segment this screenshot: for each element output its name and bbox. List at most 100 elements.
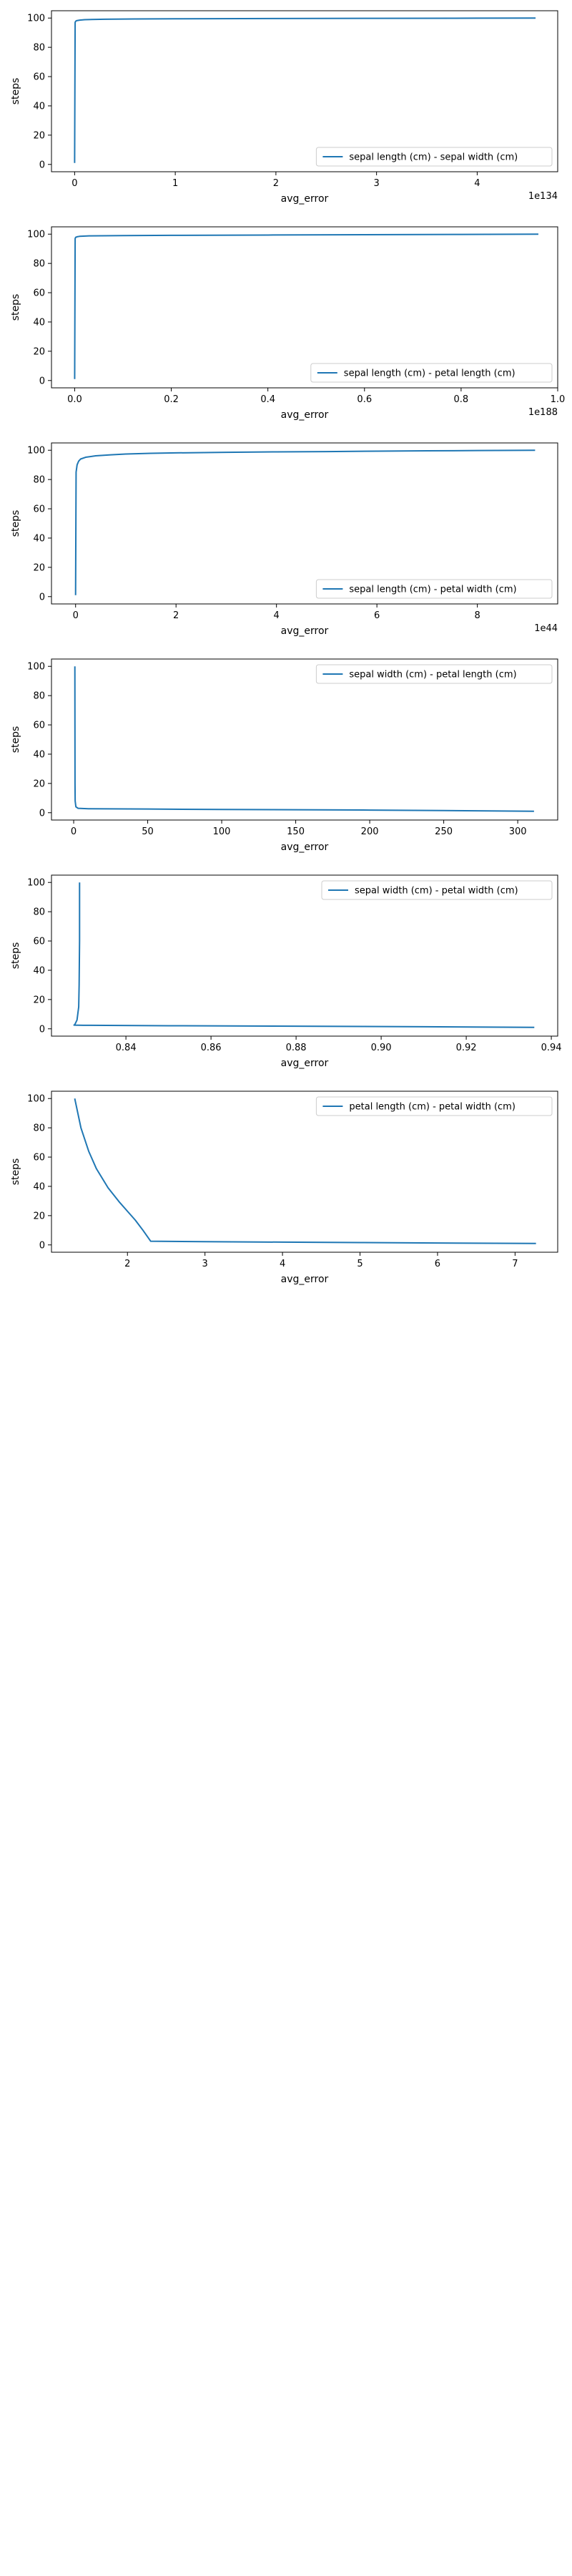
y-tick-label: 0 [39, 376, 45, 386]
y-tick-label: 60 [33, 1153, 45, 1163]
x-tick-label: 1.0 [551, 394, 566, 405]
y-tick-label: 80 [33, 907, 45, 918]
plot-frame [51, 226, 558, 389]
y-axis-label: steps [10, 294, 21, 321]
x-tick-label: 4 [274, 610, 280, 621]
y-tick-label: 40 [33, 1181, 45, 1192]
x-tick-label: 0.6 [357, 394, 372, 405]
y-tick-label: 100 [27, 1094, 45, 1105]
legend: sepal length (cm) - petal width (cm) [315, 579, 553, 599]
y-tick-label: 40 [33, 317, 45, 328]
x-tick-label: 0.94 [541, 1043, 562, 1053]
legend-box [315, 579, 553, 599]
x-tick-label: 150 [287, 826, 305, 837]
x-tick-label: 5 [357, 1259, 363, 1269]
y-tick-label: 0 [39, 592, 45, 602]
series-line [74, 17, 536, 163]
plot-frame [51, 442, 558, 605]
y-tick-label: 60 [33, 288, 45, 299]
legend-entry-label: sepal width (cm) - petal length (cm) [349, 670, 516, 680]
series-line [74, 666, 534, 812]
x-tick-label: 8 [474, 610, 480, 621]
x-tick-label: 2 [124, 1259, 130, 1269]
chart-panel-2: 0.0 0.2 0.4 0.6 0.8 1.0 0 20 40 60 80 100 avg_error s… [10, 226, 566, 421]
y-tick-label: 20 [33, 562, 45, 573]
y-tick-label: 0 [39, 160, 45, 170]
y-tick-label: 80 [33, 259, 45, 270]
y-tick-label: 0 [39, 808, 45, 819]
x-tick-label: 2 [273, 178, 279, 189]
y-axis-label: steps [10, 510, 21, 537]
y-axis-label: steps [10, 942, 21, 970]
x-axis-label: avg_error [281, 193, 329, 205]
x-tick-label: 4 [474, 178, 480, 189]
y-tick-label: 40 [33, 965, 45, 976]
x-tick-label: 0.2 [164, 394, 179, 405]
chart-panel-5: 0.84 0.86 0.88 0.90 0.92 0.94 0 20 40 60 80 100 avg_… [10, 874, 562, 1069]
legend-box [321, 880, 553, 900]
x-tick-label: 200 [361, 826, 379, 837]
y-tick-label: 60 [33, 504, 45, 515]
legend: petal length (cm) - petal width (cm) [315, 1096, 553, 1116]
y-tick-label: 100 [27, 230, 45, 240]
legend-box [315, 664, 553, 684]
y-axis-label: steps [10, 78, 21, 105]
x-offset-label: 1e134 [528, 191, 558, 202]
x-axis-label: avg_error [281, 1058, 329, 1069]
x-tick-label: 3 [202, 1259, 208, 1269]
y-tick-label: 80 [33, 691, 45, 702]
x-tick-label: 1 [172, 178, 178, 189]
x-tick-label: 0 [72, 178, 77, 189]
x-axis-label: avg_error [281, 1274, 329, 1285]
y-tick-label: 60 [33, 721, 45, 731]
y-tick-label: 100 [27, 662, 45, 673]
series-line [74, 233, 538, 379]
legend-entry-label: sepal width (cm) - petal width (cm) [355, 886, 518, 897]
y-tick-label: 20 [33, 779, 45, 789]
y-tick-label: 40 [33, 533, 45, 544]
legend: sepal length (cm) - petal length (cm) [310, 363, 553, 383]
x-tick-label: 50 [142, 826, 154, 837]
plot-frame [51, 874, 558, 1037]
chart-panel-4: 0 50 100 150 200 250 300 0 20 40 60 80 100 avg_error s… [10, 658, 558, 853]
series-line [73, 882, 535, 1028]
y-tick-label: 40 [33, 101, 45, 112]
x-tick-label: 0.84 [116, 1043, 137, 1053]
x-tick-label: 0 [73, 610, 79, 621]
plot-frame [51, 1091, 558, 1253]
x-tick-label: 0.4 [260, 394, 275, 405]
y-tick-label: 60 [33, 937, 45, 947]
y-tick-label: 100 [27, 878, 45, 889]
y-tick-label: 80 [33, 43, 45, 54]
x-tick-label: 0.86 [201, 1043, 222, 1053]
y-tick-label: 0 [39, 1240, 45, 1251]
y-tick-label: 100 [27, 14, 45, 24]
series-line [74, 1098, 536, 1244]
legend: sepal length (cm) - sepal width (cm) [315, 147, 553, 167]
legend: sepal width (cm) - petal width (cm) [321, 880, 553, 900]
x-offset-label: 1e188 [528, 407, 558, 418]
x-tick-label: 3 [373, 178, 379, 189]
chart-panel-1: 0 1 2 3 4020406080100avg_errorsteps1e134sepa… [10, 10, 558, 205]
x-tick-label: 2 [173, 610, 179, 621]
y-tick-label: 20 [33, 130, 45, 141]
legend-entry-label: petal length (cm) - petal width (cm) [349, 1102, 516, 1113]
y-tick-label: 80 [33, 1123, 45, 1134]
x-axis-label: avg_error [281, 409, 329, 421]
plot-frame [51, 10, 558, 172]
series-line [74, 449, 536, 595]
x-tick-label: 0.92 [456, 1043, 477, 1053]
legend-box [315, 1096, 553, 1116]
x-tick-label: 4 [280, 1259, 285, 1269]
legend-box [310, 363, 553, 383]
y-tick-label: 80 [33, 475, 45, 486]
x-tick-label: 100 [213, 826, 231, 837]
legend-entry-label: sepal length (cm) - petal width (cm) [349, 585, 516, 595]
y-tick-label: 40 [33, 749, 45, 760]
y-tick-label: 20 [33, 995, 45, 1005]
x-tick-label: 0.90 [371, 1043, 392, 1053]
x-tick-label: 7 [512, 1259, 518, 1269]
y-axis-label: steps [10, 1158, 21, 1186]
